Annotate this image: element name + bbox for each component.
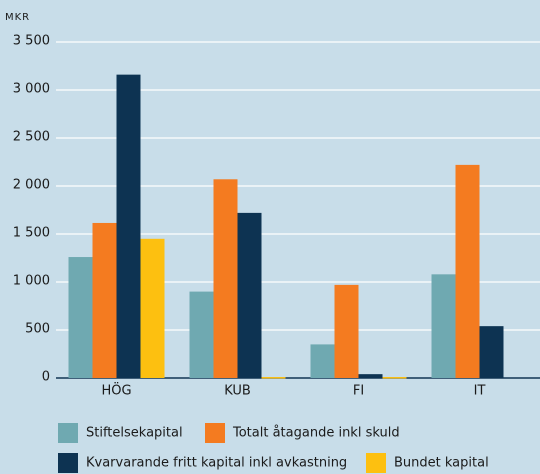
y-tick-label: 2 500 (13, 130, 50, 145)
bar (455, 164, 480, 378)
legend-swatch (58, 453, 78, 473)
bar (334, 284, 359, 378)
y-tick-label: 500 (25, 322, 50, 337)
bar (479, 326, 504, 378)
legend-label: Kvarvarande fritt kapital inkl avkastnin… (86, 456, 347, 471)
bar (140, 238, 165, 378)
y-tick-label: 1 000 (13, 274, 50, 289)
bar (358, 374, 383, 378)
bar (237, 212, 262, 378)
bar (92, 222, 117, 378)
x-tick-label: KUB (224, 384, 251, 399)
bar (431, 274, 456, 378)
y-tick-label: 2 000 (13, 178, 50, 193)
legend-swatch (366, 453, 386, 473)
legend-label: Bundet kapital (394, 456, 489, 471)
bar (310, 344, 335, 378)
x-tick-label: FI (353, 384, 364, 399)
bar (213, 179, 238, 378)
legend-label: Stiftelsekapital (86, 426, 183, 441)
bar (68, 257, 93, 378)
y-tick-label: 1 500 (13, 226, 50, 241)
legend-label: Totalt åtagande inkl skuld (232, 426, 400, 441)
bar (261, 377, 286, 379)
legend-swatch (58, 423, 78, 443)
y-tick-label: 3 000 (13, 82, 50, 97)
y-tick-label: 0 (42, 370, 50, 385)
y-axis-label: MKR (5, 12, 30, 23)
y-tick-label: 3 500 (13, 34, 50, 49)
bar (382, 377, 407, 379)
legend-swatch (205, 423, 225, 443)
x-tick-label: HÖG (101, 382, 131, 399)
bar (189, 291, 214, 378)
bar (116, 74, 141, 378)
x-tick-label: IT (474, 384, 486, 399)
